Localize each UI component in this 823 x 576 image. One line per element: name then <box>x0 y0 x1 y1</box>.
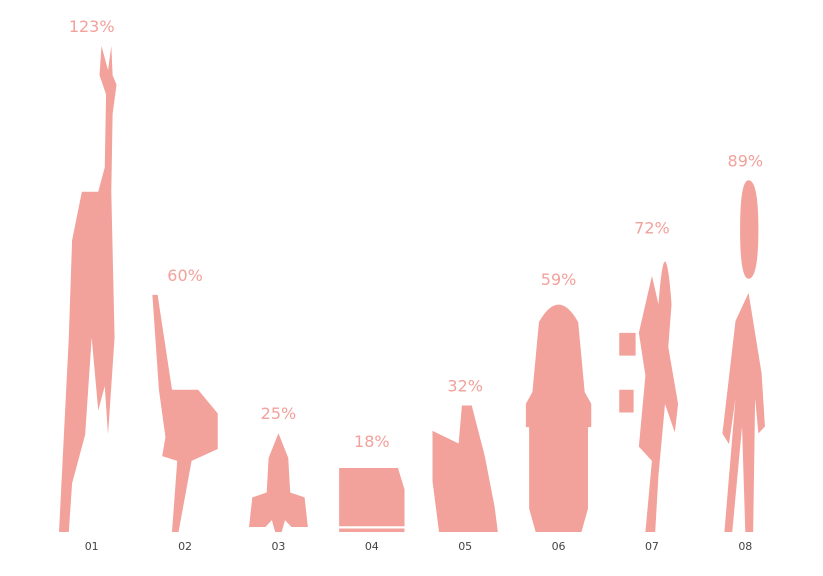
x-tick-label: 03 <box>271 540 285 553</box>
bar-icon <box>619 261 679 532</box>
x-tick-label: 07 <box>645 540 659 553</box>
x-tick-label: 08 <box>738 540 752 553</box>
bar-icon <box>722 180 765 532</box>
bar-icon <box>59 45 117 533</box>
x-tick-label: 04 <box>365 540 379 553</box>
value-label: 18% <box>354 432 390 451</box>
value-label: 89% <box>728 151 764 170</box>
value-label: 60% <box>167 266 203 285</box>
x-tick-label: 01 <box>85 540 99 553</box>
value-label: 25% <box>261 404 297 423</box>
x-tick-label: 05 <box>458 540 472 553</box>
x-tick-label: 02 <box>178 540 192 553</box>
value-label: 59% <box>541 270 577 289</box>
bar-icon <box>249 433 308 532</box>
bar-icon <box>432 405 498 532</box>
value-label: 72% <box>634 218 670 237</box>
value-label: 32% <box>447 377 483 396</box>
bar-icon <box>152 294 218 532</box>
x-tick-label: 06 <box>552 540 566 553</box>
bar-icon <box>525 304 592 532</box>
value-label: 123% <box>69 17 115 36</box>
bar-icon <box>339 467 405 532</box>
